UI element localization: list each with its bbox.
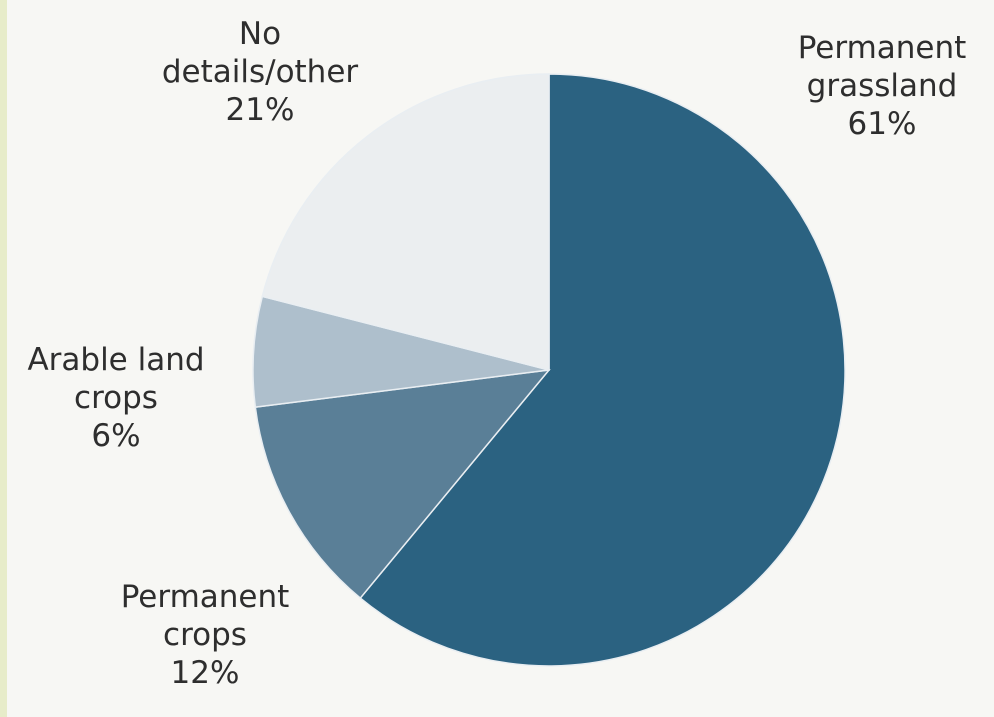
label-percent: 61% [847,106,917,142]
label-arable-land-crops: Arable land crops 6% [0,341,232,455]
pie-slices [252,73,846,667]
label-permanent-grassland: Permanent grassland 61% [772,29,992,143]
label-line: details/other [161,54,359,90]
label-line: Permanent [120,579,290,615]
label-line: No [238,16,282,52]
pie-slice-no-details-other [261,73,550,371]
label-line: Permanent [797,30,967,66]
label-percent: 21% [225,92,295,128]
label-percent: 6% [91,418,141,454]
label-no-details-other: No details/other 21% [130,15,390,129]
pie-slice-permanent-grassland [359,73,846,667]
label-line: grassland [806,68,958,104]
label-line: crops [163,617,247,653]
left-accent-strip [0,0,7,717]
label-line: Arable land [27,342,205,378]
pie-slice-permanent-crops [254,369,551,600]
label-permanent-crops: Permanent crops 12% [85,578,325,692]
label-line: crops [74,380,158,416]
label-percent: 12% [170,655,240,691]
